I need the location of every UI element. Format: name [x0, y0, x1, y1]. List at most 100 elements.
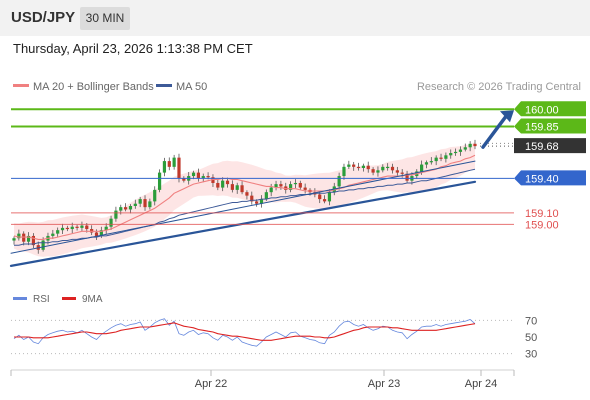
candle-body	[201, 176, 205, 179]
candle-body	[206, 176, 210, 178]
forecast-arrow-head	[500, 110, 514, 123]
candle-body	[31, 235, 36, 246]
candle-body	[434, 157, 438, 162]
rsi-ma-legend-label: 9MA	[82, 294, 103, 305]
candle-body	[298, 182, 302, 188]
trendline-lower	[9, 180, 477, 267]
candle-body	[376, 170, 380, 173]
rsi-plot: 70 50 30	[11, 315, 537, 361]
candle-body	[119, 207, 123, 211]
candle-body	[157, 172, 162, 190]
rsi-legend: RSI 9MA	[13, 294, 103, 305]
candle-body	[269, 187, 273, 193]
candle-body	[75, 226, 79, 228]
resistance-level-tag	[514, 101, 586, 117]
candle-body	[240, 185, 244, 193]
current-price-label: 159.68	[525, 141, 559, 153]
price-legend: MA 20 + Bollinger Bands MA 50 Research ©…	[13, 81, 581, 93]
candle-body	[22, 233, 26, 242]
candle-body	[342, 166, 346, 177]
pivot-level-tag	[514, 170, 586, 186]
rsi-legend-label: RSI	[33, 294, 50, 305]
candle-body	[26, 235, 31, 242]
candle-body	[381, 166, 385, 171]
candle-body	[143, 199, 147, 208]
candle-body	[279, 184, 283, 187]
candle-body	[264, 192, 268, 200]
bollinger-band	[14, 141, 475, 257]
candle-body	[196, 172, 200, 179]
x-tick-label: Apr 24	[465, 378, 497, 390]
candle-body	[104, 226, 108, 231]
ma50-swatch	[156, 84, 172, 87]
candle-body	[361, 165, 365, 168]
candle-body	[230, 184, 234, 190]
candle-body	[439, 157, 443, 159]
resistance-level-label: 159.85	[525, 122, 559, 134]
candle-body	[395, 170, 399, 173]
candle-body	[162, 161, 167, 173]
candle-body	[420, 164, 424, 172]
candle-body	[429, 161, 433, 163]
candle-body	[322, 199, 327, 202]
resistance-level-label: 160.00	[525, 104, 559, 116]
time-axis: Apr 22 Apr 23 Apr 24	[10, 369, 515, 390]
candle-body	[225, 180, 230, 185]
candle-body	[356, 166, 361, 169]
candle-body	[221, 180, 225, 188]
current-price-tag	[514, 138, 586, 154]
header-bar: USD/JPY 30 MIN	[0, 0, 590, 36]
candle-body	[109, 218, 113, 227]
candle-body	[235, 185, 239, 190]
candle-body	[366, 165, 370, 170]
currency-pair-title: USD/JPY	[11, 9, 76, 26]
ma20-swatch	[13, 84, 29, 87]
support-level-label: 159.10	[525, 208, 559, 220]
candle-body	[293, 182, 298, 185]
candle-body	[51, 233, 55, 236]
candle-body	[444, 155, 448, 159]
candle-body	[211, 177, 215, 183]
resistance-level-tag	[514, 118, 586, 134]
candle-body	[65, 227, 69, 230]
candle-body	[463, 147, 467, 150]
x-tick-label: Apr 23	[368, 378, 400, 390]
timestamp: Thursday, April 23, 2026 1:13:38 PM CET	[13, 41, 253, 56]
candle-body	[56, 230, 60, 234]
candle-body	[124, 207, 128, 210]
rsi-tick-label: 30	[525, 349, 537, 361]
support-level-label: 159.00	[525, 219, 559, 231]
candle-body	[12, 238, 16, 241]
candle-body	[274, 184, 278, 188]
candle-body	[449, 153, 453, 156]
candle-body	[41, 240, 45, 250]
candle-body	[245, 192, 249, 196]
candle-body	[259, 199, 264, 204]
candle-body	[390, 166, 395, 171]
candle-body	[177, 157, 181, 179]
candle-body	[289, 184, 293, 190]
candle-body	[371, 169, 375, 173]
candle-body	[405, 173, 409, 181]
candle-body	[128, 206, 133, 210]
rsi-swatch	[13, 297, 27, 300]
candle-body	[303, 187, 307, 190]
candle-body	[80, 225, 84, 228]
candle-body	[453, 151, 458, 154]
candle-body	[172, 157, 176, 167]
rsi-tick-label: 70	[525, 315, 537, 327]
candle-body	[99, 230, 103, 236]
candle-body	[138, 199, 142, 204]
candle-body	[216, 182, 220, 188]
candle-body	[337, 176, 341, 187]
timeframe-badge[interactable]: 30 MIN	[80, 7, 130, 30]
candle-body	[424, 162, 429, 165]
candle-body	[70, 226, 74, 230]
rsi-tick-label: 50	[525, 332, 537, 344]
ma20-legend-label: MA 20 + Bollinger Bands	[33, 81, 154, 93]
candle-body	[133, 203, 137, 206]
candle-body	[148, 201, 152, 208]
